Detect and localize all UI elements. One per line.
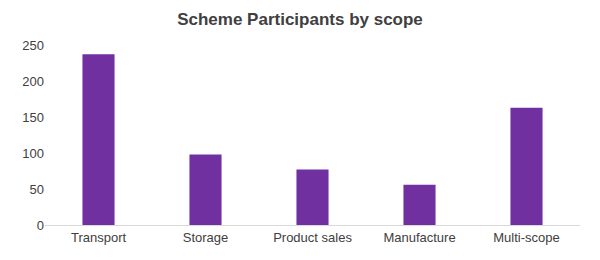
svg-text:100: 100 <box>22 146 44 161</box>
svg-text:50: 50 <box>30 182 44 197</box>
svg-text:Product sales: Product sales <box>273 230 352 245</box>
svg-text:200: 200 <box>22 74 44 89</box>
svg-text:Storage: Storage <box>183 230 229 245</box>
svg-text:Manufacture: Manufacture <box>383 230 455 245</box>
svg-text:150: 150 <box>22 110 44 125</box>
svg-text:Scheme Participants by scope: Scheme Participants by scope <box>177 10 423 29</box>
svg-text:0: 0 <box>37 218 44 233</box>
svg-text:Transport: Transport <box>71 230 127 245</box>
svg-text:Multi-scope: Multi-scope <box>493 230 559 245</box>
svg-text:250: 250 <box>22 38 44 53</box>
